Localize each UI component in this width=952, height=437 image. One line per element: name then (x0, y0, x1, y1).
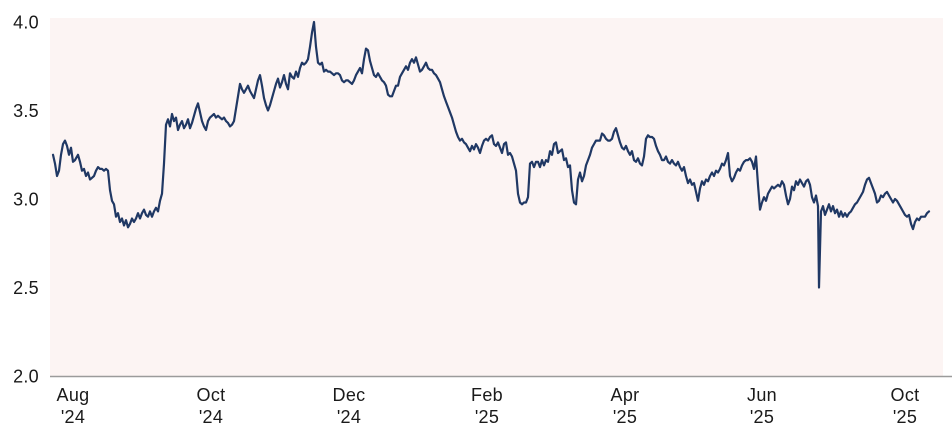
x-tick-label-month: Oct (197, 385, 226, 405)
x-tick-label-year: '24 (337, 407, 361, 427)
data-line-series-1 (51, 20, 931, 289)
x-tick-label-year: '24 (61, 407, 85, 427)
x-tick-label-year: '25 (750, 407, 774, 427)
y-tick-label: 2.5 (13, 278, 39, 298)
x-tick-label-month: Feb (471, 385, 503, 405)
y-tick-label: 3.0 (13, 190, 39, 210)
y-tick-label: 2.0 (13, 367, 39, 387)
x-tick-label-month: Oct (891, 385, 920, 405)
x-tick-label-month: Dec (333, 385, 366, 405)
x-tick-label-year: '25 (893, 407, 917, 427)
x-tick-label-year: '24 (199, 407, 223, 427)
x-tick-label-year: '25 (613, 407, 637, 427)
y-tick-label: 3.5 (13, 101, 39, 121)
x-tick-label-month: Aug (57, 385, 90, 405)
x-tick-label-month: Apr (611, 385, 640, 405)
x-tick-label-year: '25 (475, 407, 499, 427)
x-tick-label-month: Jun (747, 385, 777, 405)
plot-area-background (50, 18, 943, 376)
y-tick-label: 4.0 (13, 13, 39, 33)
